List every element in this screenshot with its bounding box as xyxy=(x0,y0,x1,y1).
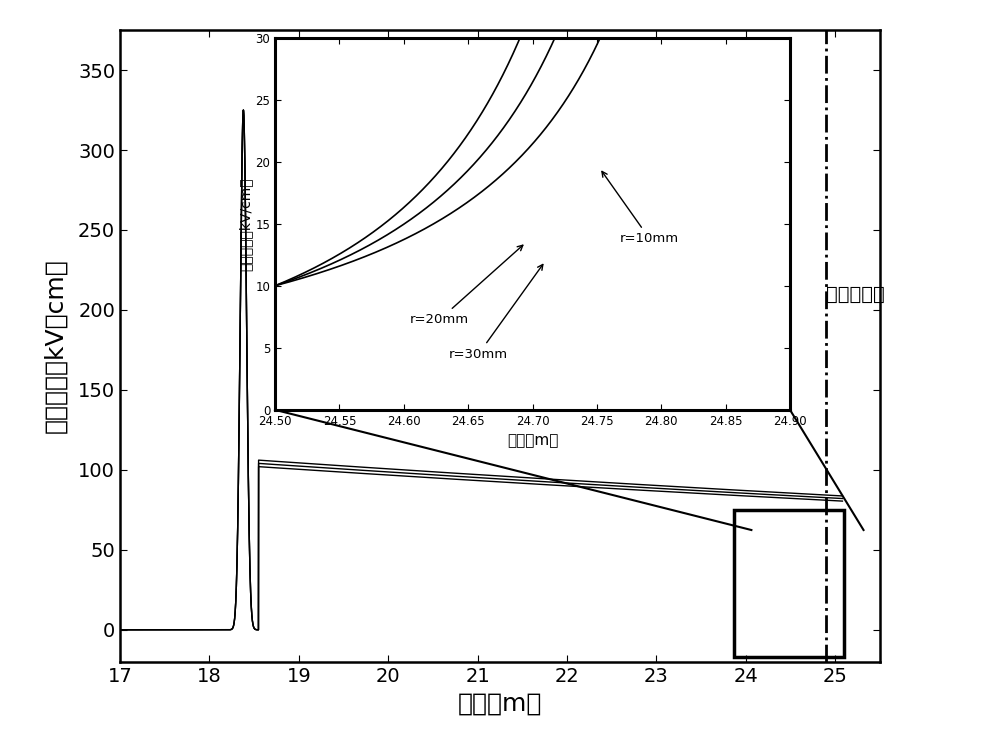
Text: r=10mm: r=10mm xyxy=(602,171,679,245)
X-axis label: 位置（m）: 位置（m） xyxy=(507,433,558,448)
Y-axis label: 场强分布（kV／cm）: 场强分布（kV／cm） xyxy=(43,259,67,433)
Bar xyxy=(734,510,844,657)
Text: r=20mm: r=20mm xyxy=(410,245,523,326)
Text: r=30mm: r=30mm xyxy=(449,265,543,361)
X-axis label: 位置（m）: 位置（m） xyxy=(458,691,542,715)
Text: 球电极顶端: 球电极顶端 xyxy=(826,284,884,304)
Y-axis label: 电场强度（kV/cm）: 电场强度（kV/cm） xyxy=(238,177,252,271)
